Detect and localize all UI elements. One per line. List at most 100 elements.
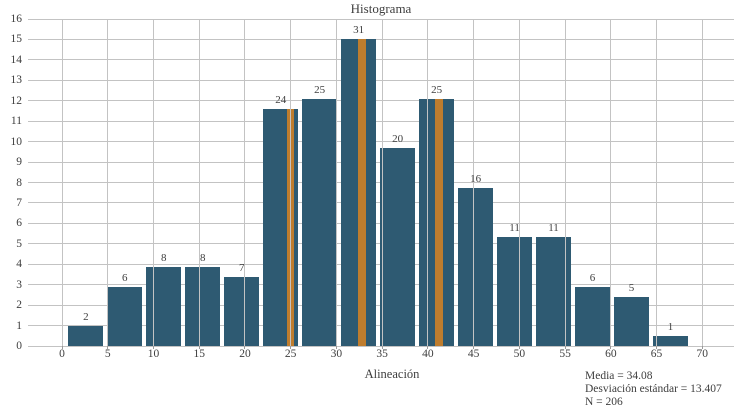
- y-tick-label: 9: [16, 156, 22, 169]
- x-tick-label: 5: [104, 348, 111, 360]
- grid-line-v: [198, 19, 200, 346]
- x-tick-mark: [335, 346, 337, 349]
- x-tick-label: 10: [147, 348, 160, 360]
- x-tick-label: 70: [696, 348, 709, 360]
- grid-line-v: [473, 19, 475, 346]
- grid-line-v: [244, 19, 246, 346]
- y-tick-label: 7: [16, 196, 22, 209]
- y-tick-label: 11: [10, 115, 22, 128]
- histogram-bar: [107, 286, 143, 346]
- grid-line-v: [518, 19, 520, 346]
- x-tick-label: 35: [376, 348, 388, 360]
- grid-line-h: [28, 141, 734, 143]
- bar-count-label: 2: [83, 311, 89, 324]
- y-tick-label: 13: [10, 74, 23, 87]
- x-tick-label: 65: [650, 348, 663, 360]
- grid-line-v: [564, 19, 566, 346]
- y-tick-label: 0: [16, 340, 22, 352]
- y-tick-label: 16: [10, 13, 23, 25]
- x-tick-mark: [656, 346, 658, 349]
- histogram-bar: [496, 237, 533, 346]
- x-tick-mark: [244, 346, 246, 349]
- x-tick-label: 40: [422, 348, 434, 360]
- grid-line-h: [28, 345, 734, 347]
- x-tick-mark: [152, 346, 154, 349]
- bar-count-label: 25: [314, 83, 326, 96]
- chart-title: Histograma: [350, 1, 412, 16]
- y-tick-label: 15: [10, 33, 23, 46]
- grid-line-h: [28, 100, 734, 102]
- x-tick-mark: [427, 346, 429, 349]
- histogram-bar: [613, 296, 650, 346]
- x-tick-mark: [290, 346, 292, 349]
- bar-count-label: 11: [548, 222, 559, 235]
- grid-line-v: [61, 19, 63, 346]
- grid-line-v: [701, 19, 703, 346]
- y-tick-label: 14: [10, 53, 23, 66]
- y-tick-label: 10: [10, 135, 23, 148]
- percentile-marker: [435, 98, 443, 346]
- bar-count-label: 24: [275, 93, 287, 106]
- y-tick-label: 12: [10, 94, 23, 107]
- percentile-marker: [358, 39, 366, 346]
- bar-count-label: 6: [589, 271, 596, 284]
- grid-line-h: [28, 79, 734, 81]
- histogram-bar: [68, 326, 104, 346]
- bar-count-label: 5: [628, 281, 635, 294]
- grid-line-v: [152, 19, 154, 346]
- grid-line-h: [28, 120, 734, 122]
- histogram-bar: [302, 98, 338, 346]
- grid-line-v: [290, 19, 292, 346]
- bar-count-label: 31: [353, 24, 365, 37]
- histogram-bar: [535, 237, 572, 346]
- histogram-bar: [380, 148, 416, 346]
- x-tick-label: 55: [559, 348, 571, 360]
- histogram-bar: [224, 276, 260, 346]
- y-tick-label: 5: [16, 237, 22, 250]
- histogram-bar: [457, 187, 494, 346]
- bar-count-label: 6: [122, 271, 128, 284]
- stat-n: N = 206: [585, 396, 623, 408]
- y-tick-label: 1: [16, 319, 22, 332]
- x-tick-mark: [518, 346, 520, 349]
- bar-count-label: 25: [431, 83, 443, 96]
- histogram-bar: [146, 266, 182, 346]
- grid-line-v: [610, 19, 612, 346]
- x-tick-label: 45: [467, 348, 480, 360]
- x-tick-label: 50: [513, 348, 526, 360]
- x-tick-mark: [198, 346, 200, 349]
- bar-count-label: 8: [161, 251, 167, 264]
- bar-count-label: 7: [238, 261, 245, 274]
- x-tick-mark: [107, 346, 109, 349]
- bar-count-label: 11: [509, 222, 520, 235]
- histogram-bar: [652, 336, 689, 346]
- x-tick-mark: [701, 346, 703, 349]
- x-tick-mark: [473, 346, 475, 349]
- y-tick-label: 4: [16, 258, 22, 271]
- stat-desviacion: Desviación estándar = 13.407: [585, 383, 722, 395]
- x-tick-label: 60: [605, 348, 617, 360]
- bar-count-label: 16: [470, 172, 482, 185]
- y-tick-label: 6: [16, 217, 22, 230]
- bar-count-label: 1: [667, 321, 674, 334]
- grid-line-h: [28, 18, 734, 20]
- x-tick-label: 15: [193, 348, 205, 360]
- grid-line-v: [107, 19, 109, 346]
- bar-count-label: 8: [199, 251, 206, 264]
- y-tick-label: 3: [16, 278, 22, 291]
- y-tick-label: 2: [16, 299, 22, 312]
- grid-line-v: [381, 19, 383, 346]
- x-tick-label: 0: [59, 348, 65, 360]
- histogram-bar: [574, 286, 611, 346]
- x-tick-label: 30: [330, 348, 343, 360]
- grid-line-v: [335, 19, 337, 346]
- grid-line-h: [28, 59, 734, 61]
- x-tick-label: 25: [284, 348, 297, 360]
- x-tick-mark: [564, 346, 566, 349]
- grid-line-h: [28, 38, 734, 40]
- x-tick-mark: [61, 346, 63, 349]
- x-tick-mark: [610, 346, 612, 349]
- y-tick-label: 8: [16, 176, 22, 189]
- x-tick-mark: [381, 346, 383, 349]
